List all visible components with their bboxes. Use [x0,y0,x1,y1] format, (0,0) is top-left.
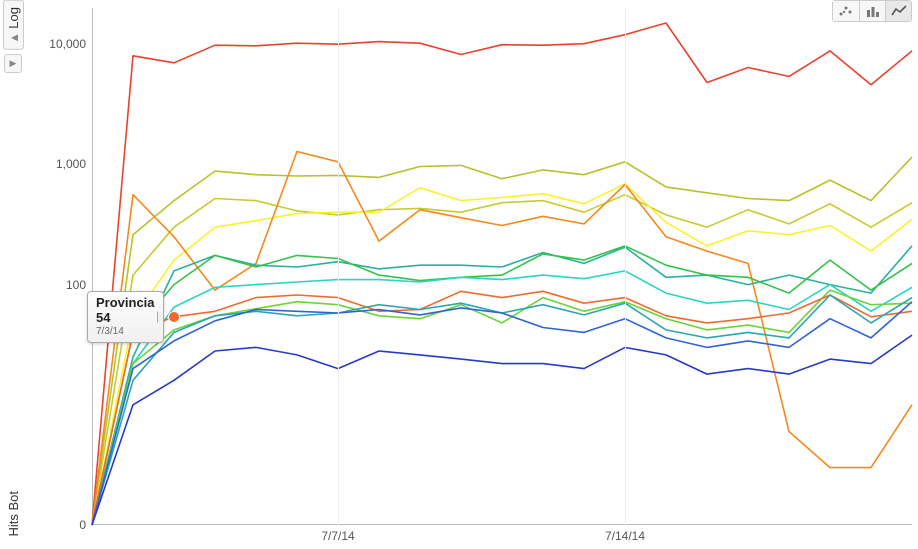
y-tick-label: 0 [79,518,92,532]
tooltip-series-name: Provincia [96,295,155,310]
tooltip: Provincia 54 7/3/14 [87,291,164,342]
chevron-right-icon: ▶ [8,33,18,43]
plot-area[interactable]: Provincia 54 7/3/14 7/7/147/14/1401001,0… [92,8,912,525]
y-scale-toggle[interactable]: ▶ Log [3,0,24,50]
y-tick-label: 10,000 [49,37,92,51]
y-axis-label: Hits Bot [6,491,21,537]
x-gridline [338,8,339,525]
series-line [92,195,912,525]
chart-type-toolbar [832,0,912,22]
y-tick-label: 1,000 [56,157,92,171]
line-button[interactable] [885,1,911,21]
x-tick-label: 7/7/14 [321,525,354,543]
y-axis-controls: ▶ Log ▶ Hits Bot [0,0,26,549]
series-line [92,290,912,525]
y-expand-button[interactable]: ▶ [4,54,23,73]
x-gridline [625,8,626,525]
tooltip-value: 54 [96,310,110,325]
line-icon [891,4,907,18]
chart-lines [92,8,912,525]
chevron-right-icon: ▶ [10,58,17,68]
series-line [92,23,912,525]
tooltip-date: 7/3/14 [96,326,155,338]
series-line [92,302,912,525]
y-tick-label: 100 [66,278,92,292]
hover-point-marker [169,312,179,322]
scatter-button[interactable] [833,1,859,21]
y-scale-label: Log [6,7,21,29]
scatter-icon [838,4,854,18]
x-tick-label: 7/14/14 [605,525,645,543]
bar-button[interactable] [859,1,885,21]
series-line [92,291,912,525]
series-line [92,295,912,525]
series-line [92,157,912,525]
series-line [92,271,912,525]
bar-icon [865,4,881,18]
series-line [92,184,912,525]
